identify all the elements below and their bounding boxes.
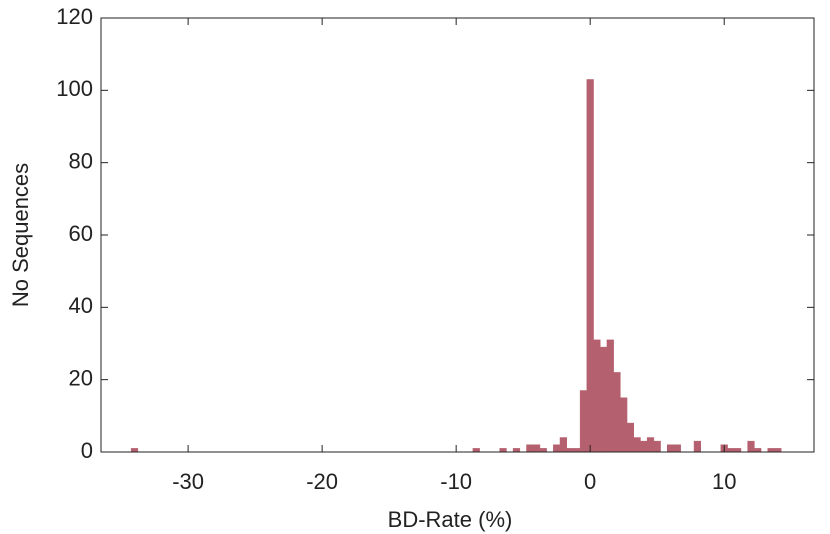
bar — [573, 448, 581, 453]
x-tick-label: 0 — [584, 469, 596, 494]
bar — [640, 440, 648, 453]
bar — [693, 440, 702, 453]
bar — [734, 448, 742, 453]
x-tick-label: 10 — [712, 469, 736, 494]
bar — [774, 448, 782, 453]
bar — [673, 444, 681, 453]
bar — [532, 444, 541, 453]
bar — [512, 448, 521, 453]
y-tick-label: 40 — [69, 293, 93, 318]
bar — [646, 437, 655, 453]
x-axis-label: BD-Rate (%) — [388, 507, 513, 532]
y-tick-label: 120 — [56, 4, 93, 29]
bar — [613, 372, 621, 453]
bar — [539, 448, 547, 453]
x-tick-label: -10 — [440, 469, 472, 494]
y-tick-label: 0 — [81, 438, 93, 463]
bar — [559, 437, 567, 453]
bar — [653, 440, 661, 453]
bar — [499, 448, 507, 453]
bar — [727, 448, 735, 453]
bar — [472, 448, 480, 453]
bar — [620, 397, 628, 453]
bar — [626, 422, 634, 453]
plot-frame — [100, 17, 815, 453]
bar — [606, 339, 614, 453]
bar — [767, 448, 775, 453]
bar — [593, 339, 601, 453]
bar — [526, 444, 534, 453]
x-tick-label: -20 — [306, 469, 338, 494]
bar — [566, 448, 574, 453]
bar — [747, 440, 755, 453]
y-tick-label: 100 — [56, 76, 93, 101]
bar — [666, 444, 675, 453]
y-tick-label: 20 — [69, 365, 93, 390]
y-axis-label: No Sequences — [8, 163, 33, 307]
bar — [633, 437, 641, 453]
bar — [586, 79, 594, 453]
y-tick-label: 80 — [69, 148, 93, 173]
bar — [130, 448, 139, 453]
bar — [553, 444, 561, 453]
bar — [754, 448, 762, 453]
bar — [579, 390, 588, 453]
x-tick-label: -30 — [172, 469, 204, 494]
bar — [599, 346, 608, 453]
y-tick-label: 60 — [69, 221, 93, 246]
